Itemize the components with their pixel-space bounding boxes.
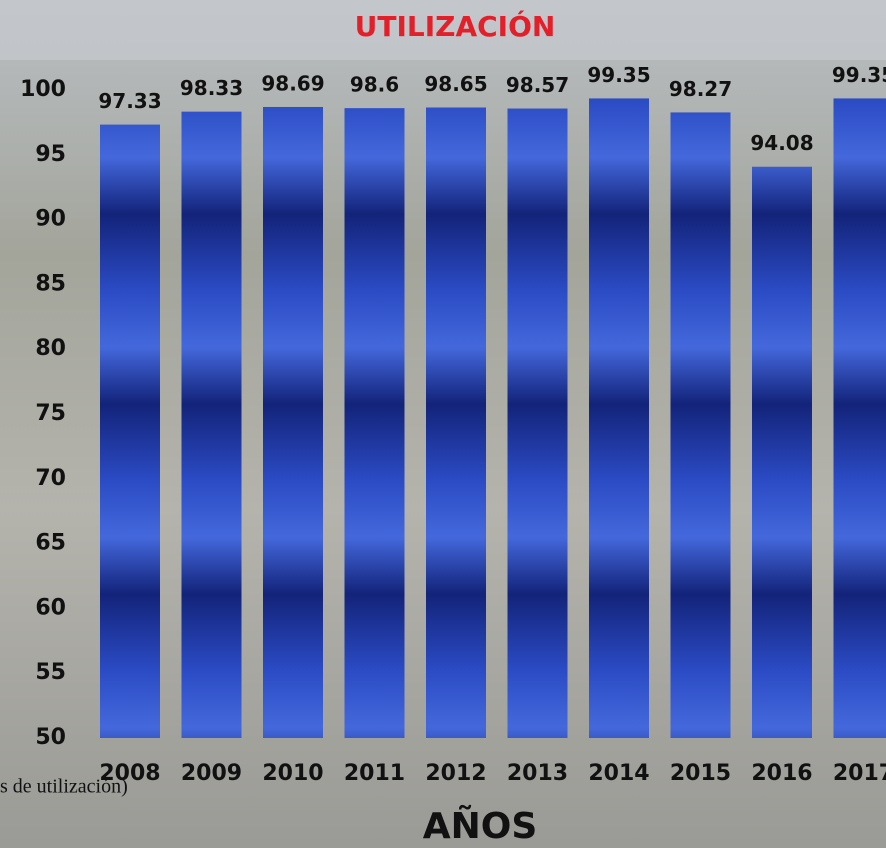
x-tick-label: 2015 bbox=[670, 761, 731, 786]
x-tick-label: 2009 bbox=[181, 761, 242, 786]
y-tick-label: 70 bbox=[35, 466, 66, 491]
x-tick-label: 2013 bbox=[507, 761, 568, 786]
x-axis-label: AÑOS bbox=[423, 805, 538, 847]
value-label: 98.6 bbox=[350, 73, 399, 97]
y-tick-label: 75 bbox=[35, 401, 66, 426]
value-label: 98.27 bbox=[669, 77, 732, 101]
page: UTILIZACIÓN AÑOS s de utilización) 50556… bbox=[0, 0, 886, 848]
bar bbox=[834, 98, 886, 738]
bar bbox=[100, 125, 160, 738]
value-label: 99.35 bbox=[587, 63, 650, 87]
bar bbox=[182, 112, 242, 738]
y-tick-label: 100 bbox=[20, 77, 66, 102]
y-tick-label: 50 bbox=[35, 725, 66, 750]
y-tick-label: 55 bbox=[35, 660, 66, 685]
bar bbox=[263, 107, 323, 738]
x-tick-label: 2010 bbox=[262, 761, 323, 786]
value-label: 98.65 bbox=[424, 72, 487, 96]
value-label: 98.57 bbox=[506, 73, 569, 97]
x-tick-label: 2014 bbox=[588, 761, 649, 786]
bar bbox=[589, 98, 649, 738]
bar bbox=[671, 112, 731, 738]
bar bbox=[508, 109, 568, 738]
chart: UTILIZACIÓN AÑOS s de utilización) 50556… bbox=[0, 0, 886, 848]
value-label: 98.69 bbox=[261, 71, 324, 95]
bar bbox=[752, 167, 812, 738]
chart-title: UTILIZACIÓN bbox=[355, 9, 556, 43]
bar bbox=[345, 108, 405, 738]
x-tick-label: 2012 bbox=[425, 761, 486, 786]
value-label: 97.33 bbox=[98, 89, 161, 113]
x-tick-label: 2017 bbox=[833, 761, 886, 786]
y-tick-label: 95 bbox=[35, 142, 66, 167]
y-tick-label: 85 bbox=[35, 271, 66, 296]
x-tick-label: 2011 bbox=[344, 761, 405, 786]
y-tick-label: 65 bbox=[35, 531, 66, 556]
y-tick-label: 80 bbox=[35, 336, 66, 361]
y-tick-label: 90 bbox=[35, 207, 66, 232]
value-label: 99.35 bbox=[832, 63, 886, 87]
value-label: 98.33 bbox=[180, 76, 243, 100]
x-tick-label: 2016 bbox=[751, 761, 812, 786]
y-tick-label: 60 bbox=[35, 595, 66, 620]
x-tick-label: 2008 bbox=[99, 761, 160, 786]
bar bbox=[426, 107, 486, 738]
value-label: 94.08 bbox=[750, 131, 813, 155]
